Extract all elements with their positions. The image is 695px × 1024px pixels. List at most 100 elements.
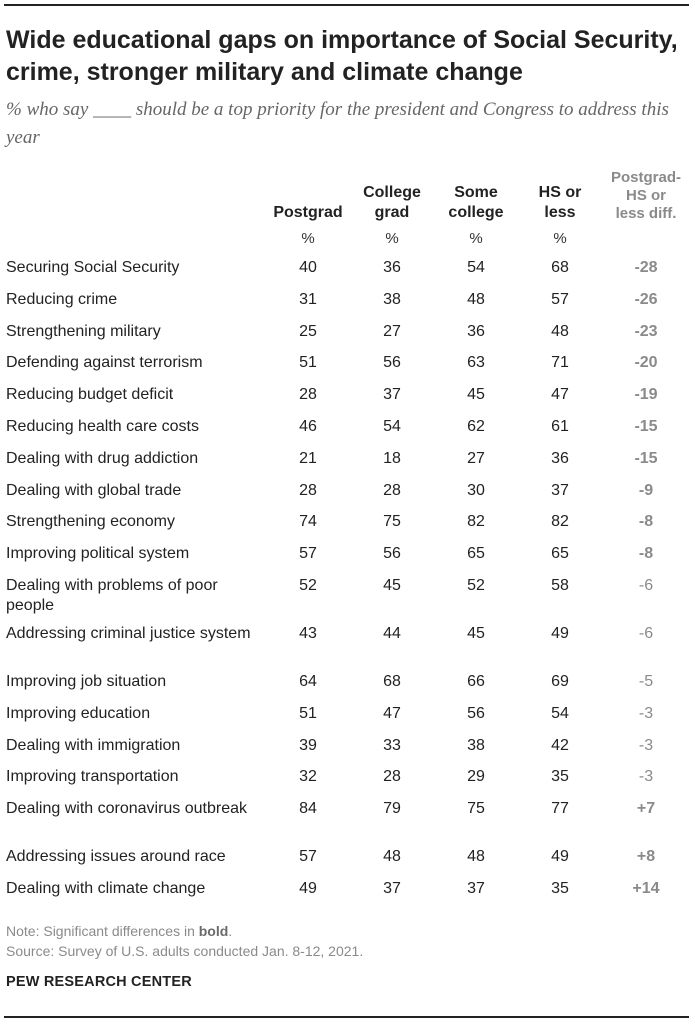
chart-subtitle: % who say ____ should be a top priority … [6,99,669,148]
cell-diff: -8 [638,545,654,563]
cell-hs-or-less: 49 [551,848,569,866]
cell-diff: -15 [634,418,658,435]
cell-college-grad: 54 [383,418,401,435]
cell-college-grad: 37 [383,880,401,897]
unit-label-some-college: % [469,230,483,247]
cell-diff: -3 [638,736,654,754]
cell-postgrad: 57 [299,848,317,866]
cell-some-college: 45 [467,386,485,404]
row-label: Improving transportation [6,768,179,786]
organization-label: PEW RESEARCH CENTER [6,974,192,990]
cell-postgrad: 32 [299,768,317,786]
cell-some-college: 66 [467,673,485,690]
cell-diff: -5 [638,673,654,690]
row-label: Strengthening economy [6,513,175,531]
cell-college-grad: 44 [383,625,401,642]
cell-postgrad: 51 [299,354,317,372]
cell-hs-or-less: 82 [551,513,569,531]
chart-title: Wide educational gaps on importance of S… [6,26,678,86]
row-label: Addressing issues around race [6,848,226,866]
cell-college-grad: 37 [383,386,401,404]
row-label: Improving political system [6,545,190,563]
cell-some-college: 38 [467,736,485,754]
cell-some-college: 29 [467,768,485,786]
column-header-college-grad: College grad [363,184,421,221]
row-label: Dealing with coronavirus outbreak [6,800,248,818]
cell-hs-or-less: 57 [551,290,569,308]
cell-hs-or-less: 47 [551,386,569,404]
unit-label-hs-or-less: % [553,230,567,247]
cell-diff: +8 [636,848,656,866]
cell-some-college: 45 [467,625,485,642]
cell-some-college: 75 [467,800,485,818]
cell-postgrad: 25 [299,322,317,340]
cell-some-college: 62 [467,418,485,435]
footnote-source: Source: Survey of U.S. adults conducted … [6,943,364,959]
cell-postgrad: 31 [299,290,317,308]
cell-college-grad: 33 [383,736,401,754]
cell-college-grad: 18 [383,449,401,467]
cell-some-college: 27 [467,449,485,467]
note-prefix: Note: Significant differences in [6,923,199,939]
row-label: Addressing criminal justice system [6,625,251,642]
row-label: Dealing with climate change [6,880,206,897]
cell-hs-or-less: 48 [551,322,569,340]
footnote-note: Note: Significant differences in bold. [6,922,232,940]
row-label: Dealing with immigration [6,736,181,754]
row-label: Improving education [6,704,151,722]
column-header-hs-or-less: HS or less [538,184,582,221]
cell-diff: -3 [638,768,654,786]
cell-hs-or-less: 68 [551,259,569,276]
cell-hs-or-less: 35 [551,768,569,786]
cell-diff: -28 [634,259,658,276]
cell-diff: +14 [632,880,660,897]
top-rule [4,4,689,6]
cell-some-college: 63 [467,354,485,372]
cell-college-grad: 27 [383,322,401,340]
cell-college-grad: 47 [383,704,401,722]
row-label: Strengthening military [6,322,161,340]
cell-college-grad: 56 [383,545,401,563]
bottom-rule [4,1016,689,1018]
cell-diff: -23 [634,322,658,340]
cell-hs-or-less: 42 [551,736,569,754]
cell-postgrad: 39 [299,736,317,754]
cell-college-grad: 79 [383,800,401,818]
row-label: Improving job situation [6,673,167,690]
cell-hs-or-less: 54 [551,704,569,722]
cell-postgrad: 57 [299,545,317,563]
cell-postgrad: 21 [299,449,317,467]
cell-diff: -20 [634,354,658,372]
cell-postgrad: 51 [299,704,317,722]
cell-postgrad: 52 [299,577,317,594]
row-label: Dealing with global trade [6,481,182,499]
cell-diff: -15 [634,449,658,467]
cell-diff: -19 [634,386,658,404]
cell-diff: -8 [638,513,654,531]
row-label: Dealing with drug addiction [6,449,199,467]
cell-some-college: 65 [467,545,485,563]
cell-hs-or-less: 58 [551,577,569,594]
cell-college-grad: 45 [383,577,401,594]
unit-label-postgrad: % [301,230,315,247]
row-label: Dealing with problems of poor people [6,577,218,614]
column-header-diff: Postgrad-HS or less diff. [611,169,682,222]
cell-some-college: 82 [467,513,485,531]
cell-postgrad: 84 [299,800,317,818]
cell-hs-or-less: 77 [551,800,569,818]
cell-some-college: 48 [467,290,485,308]
cell-college-grad: 36 [383,259,401,276]
cell-postgrad: 74 [299,513,317,531]
column-header-postgrad: Postgrad [273,204,343,221]
cell-diff: -26 [634,290,658,308]
cell-college-grad: 48 [383,848,401,866]
row-label: Reducing budget deficit [6,386,174,404]
cell-some-college: 48 [467,848,485,866]
cell-some-college: 52 [467,577,485,594]
row-label: Defending against terrorism [6,354,203,372]
note-bold: bold [198,923,229,939]
cell-hs-or-less: 61 [551,418,569,435]
cell-postgrad: 28 [299,386,317,404]
cell-diff: +7 [636,800,656,818]
cell-postgrad: 40 [299,259,317,276]
